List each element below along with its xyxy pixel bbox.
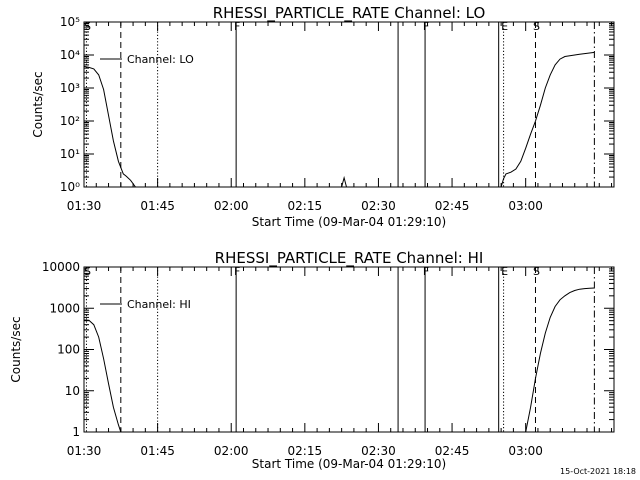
series-group [84,51,595,187]
legend-label: Channel: LO [127,53,194,66]
y-axis-label: Counts/sec [9,316,23,382]
event-marker-label: E [501,20,508,33]
x-tick-label: 01:30 [67,444,102,458]
plot-frame [83,21,615,188]
chart-title: RHESSI_PARTICLE_RATE Channel: LO [213,4,486,23]
event-marker-label: E [501,265,508,278]
x-tick-label: 02:15 [288,444,323,458]
plot-frame [83,266,615,433]
x-tick-label: 03:00 [508,199,543,213]
event-marker-label: S [533,265,540,278]
event-marker-label: F [234,20,240,33]
y-tick-label: 1000 [49,301,80,315]
y-tick-label: 10² [60,114,80,128]
timestamp-label: 15-Oct-2021 18:18 [560,467,636,476]
x-tick-label: 01:45 [140,444,175,458]
chart-title: RHESSI_PARTICLE_RATE Channel: HI [215,249,484,268]
x-tick-label: 03:00 [508,444,543,458]
y-tick-label: 1 [72,425,80,439]
y-tick-label: 10⁰ [60,180,80,194]
x-tick-label: 02:15 [288,199,323,213]
x-tick-label: 02:45 [435,444,470,458]
y-tick-label: 100 [57,343,80,357]
series-line [84,319,122,432]
x-axis-label: Start Time (09-Mar-04 01:29:10) [252,215,446,229]
x-tick-label: 02:30 [361,444,396,458]
series-line [84,65,136,187]
event-marker-label: F [423,265,429,278]
panel-lo-channel: RHESSI_PARTICLE_RATE Channel: LO 01:30 01:… [31,4,615,229]
x-tick-label: 02:30 [361,199,396,213]
event-marker-label: F [423,20,429,33]
x-tick-label: 02:00 [214,199,249,213]
y-tick-label: 10⁴ [60,48,80,62]
event-marker-label: F [234,265,240,278]
x-tick-label: 02:00 [214,444,249,458]
y-tick-label: 10¹ [60,147,80,161]
event-marker-label: S [84,265,91,278]
x-tick-label: 01:45 [140,199,175,213]
y-axis-label: Counts/sec [31,71,45,137]
y-tick-label: 10000 [42,260,80,274]
panel-hi-channel: RHESSI_PARTICLE_RATE Channel: HI 01:30 01:… [9,249,615,471]
series-line [500,51,595,187]
series-line [341,175,347,187]
event-marker-label: S [533,20,540,33]
legend-label: Channel: HI [127,298,191,311]
y-tick-label: 10 [65,384,80,398]
series-group [84,287,595,432]
x-tick-label: 02:45 [435,199,470,213]
x-tick-label: 01:30 [67,199,102,213]
y-tick-label: 10⁵ [60,15,80,29]
event-marker-label: S [84,20,91,33]
y-tick-label: 10³ [60,81,80,95]
series-line [525,287,595,432]
x-axis-label: Start Time (09-Mar-04 01:29:10) [252,457,446,471]
